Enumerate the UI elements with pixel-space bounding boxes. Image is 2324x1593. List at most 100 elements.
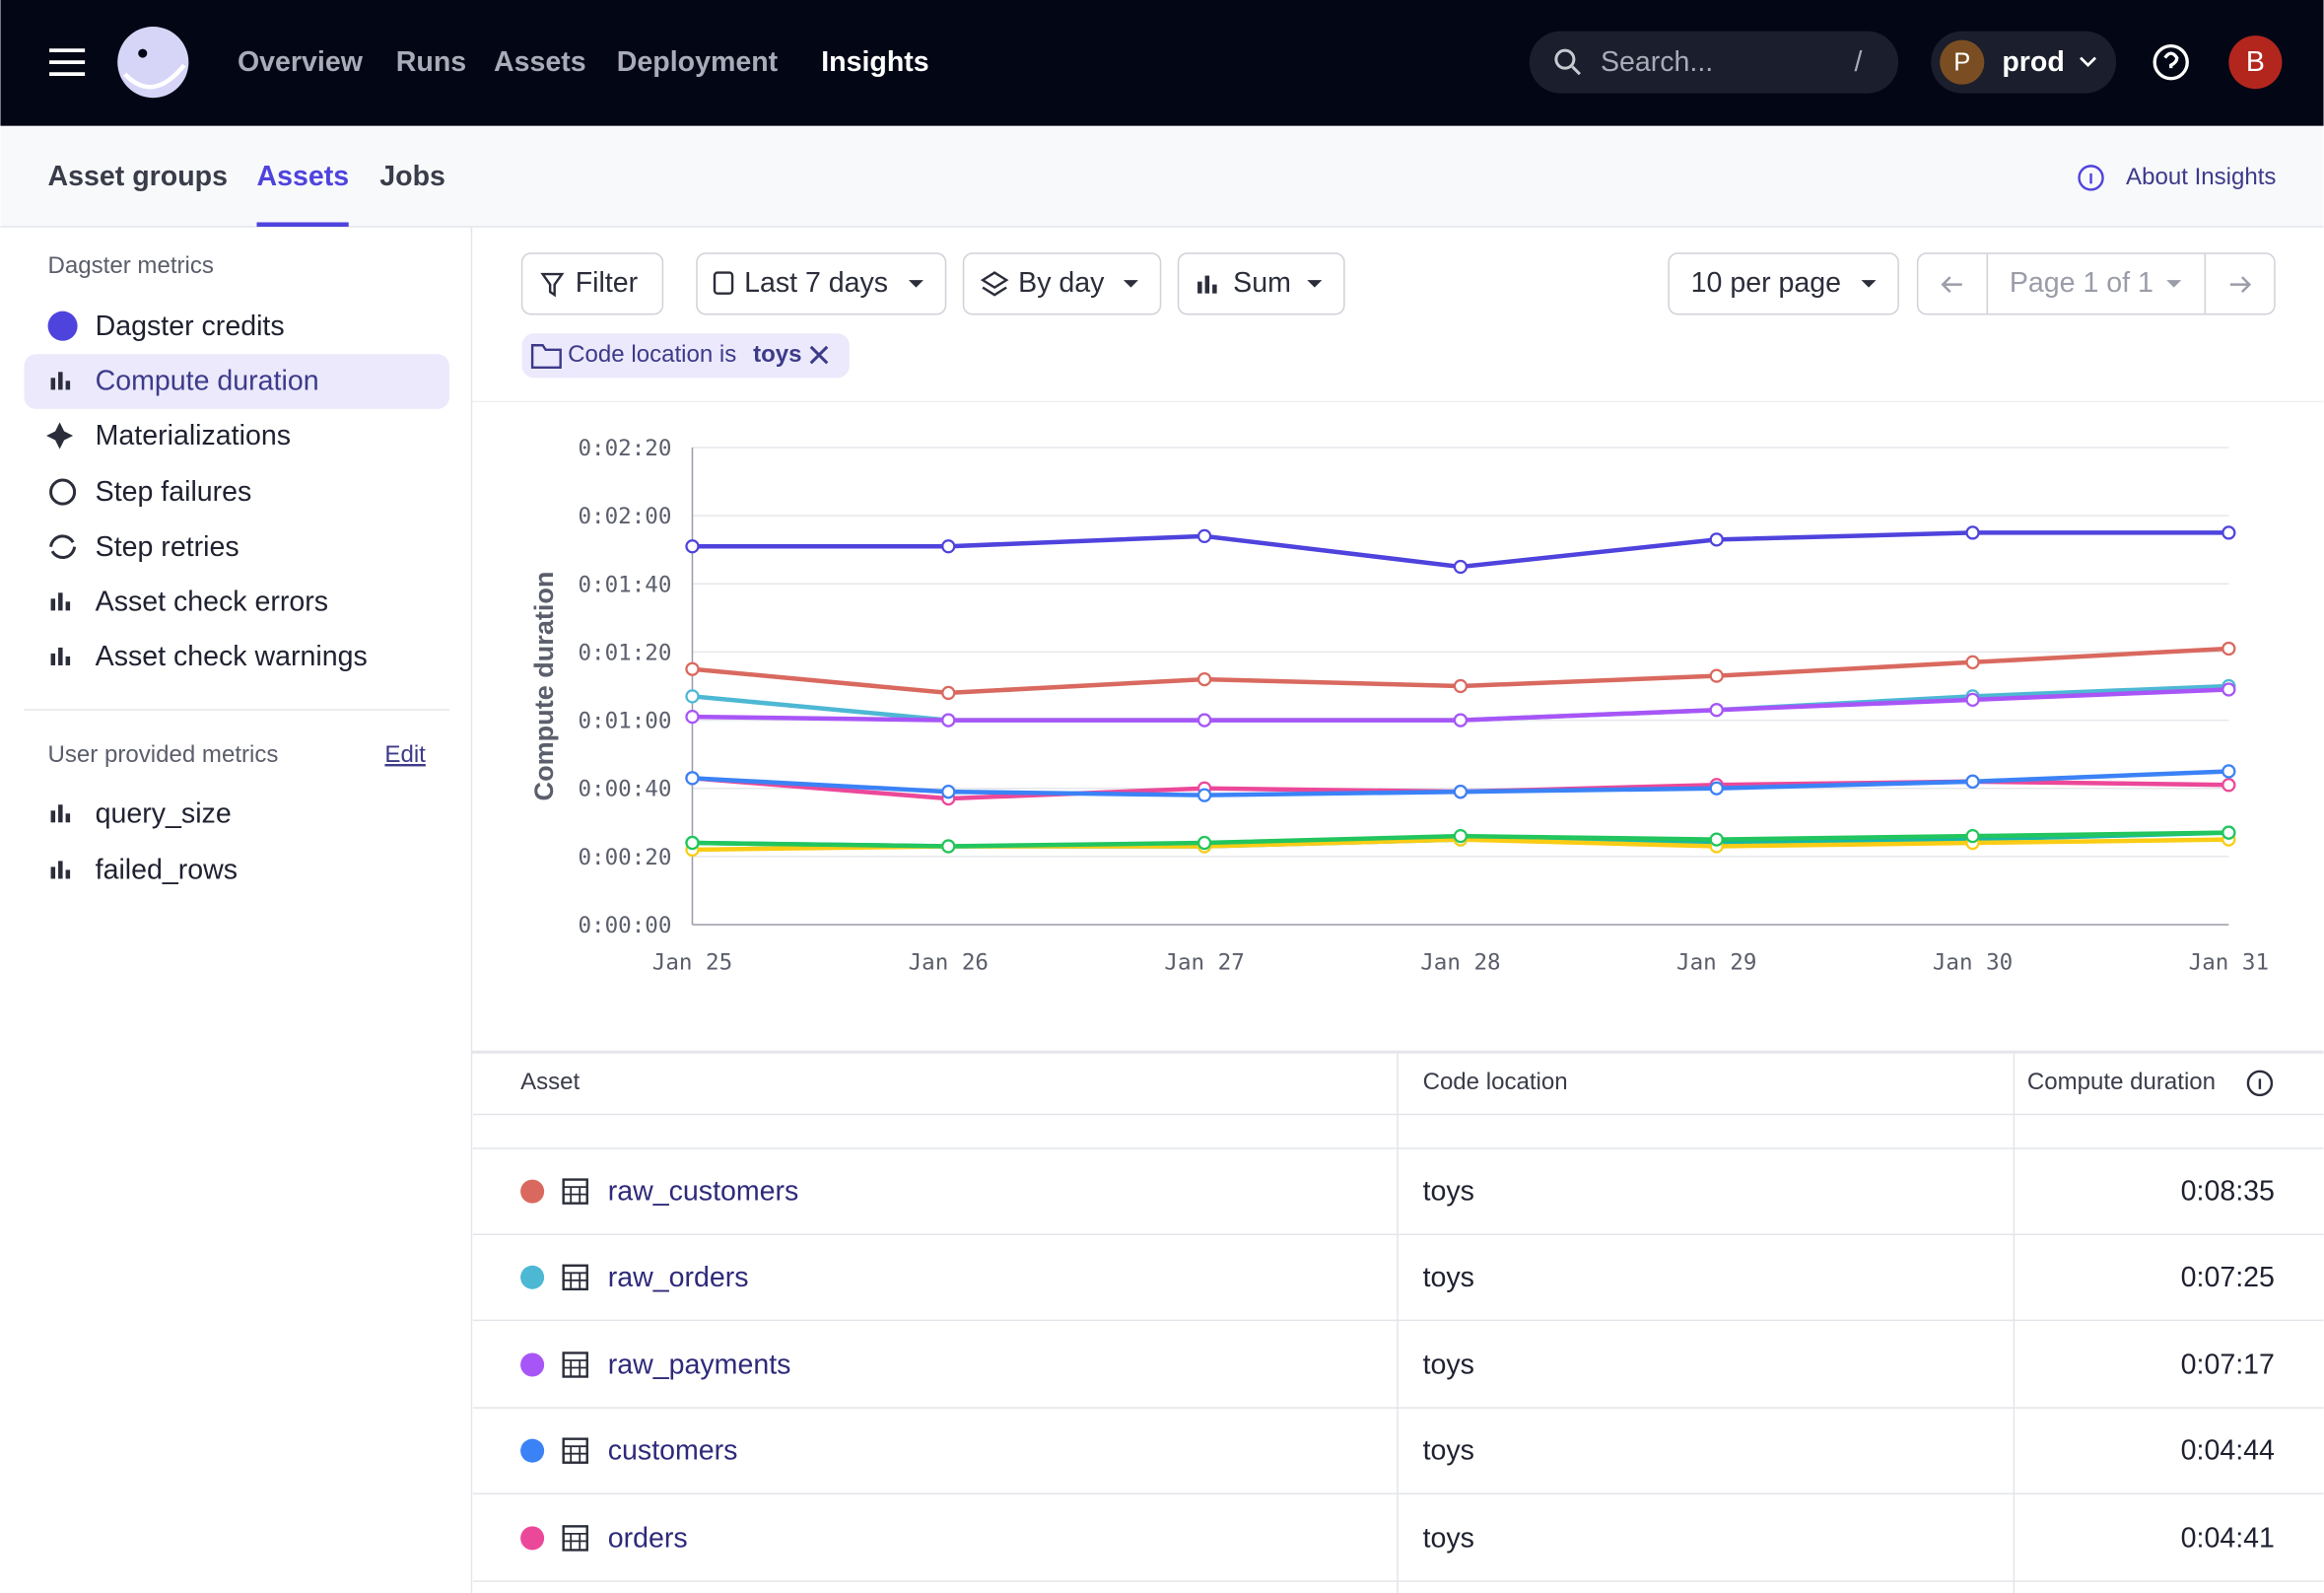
bar-icon [1197, 281, 1202, 294]
color-dot [520, 1352, 545, 1377]
sidebar-item[interactable]: query_size [96, 797, 232, 829]
menu-icon[interactable] [49, 48, 86, 77]
asset-link[interactable]: raw_orders [608, 1262, 749, 1293]
point[interactable] [1453, 828, 1469, 844]
toolbar-button[interactable] [1177, 252, 1345, 315]
sidebar-item[interactable]: Materializations [96, 420, 291, 451]
logo[interactable] [117, 27, 189, 99]
nav-link[interactable]: Deployment [617, 46, 779, 78]
bar-icon [58, 861, 63, 879]
bar-icon [65, 656, 71, 665]
point[interactable] [685, 661, 700, 676]
point[interactable] [941, 539, 956, 554]
nav-link[interactable]: Assets [494, 46, 586, 78]
search-box[interactable] [1529, 31, 1899, 94]
point[interactable] [1965, 692, 1980, 707]
y-tick-label: 0:01:00 [578, 709, 671, 734]
point[interactable] [1196, 713, 1212, 727]
point[interactable] [2221, 641, 2236, 657]
point[interactable] [1965, 828, 1980, 844]
edit-link[interactable]: Edit [384, 741, 426, 768]
point[interactable] [1453, 678, 1469, 694]
next-arrow[interactable] [2229, 276, 2252, 293]
point[interactable] [1709, 668, 1724, 683]
user-avatar[interactable] [2228, 35, 2283, 90]
point[interactable] [1965, 525, 1980, 540]
bar-icon [58, 592, 63, 611]
color-dot [520, 1438, 545, 1463]
point[interactable] [2221, 525, 2236, 540]
point[interactable] [1453, 713, 1469, 727]
button-label: Filter [576, 267, 639, 299]
point[interactable] [2221, 825, 2236, 840]
point[interactable] [1965, 774, 1980, 789]
point[interactable] [941, 685, 956, 701]
sidebar-item[interactable]: Step failures [96, 476, 252, 508]
y-tick-label: 0:01:20 [578, 640, 671, 665]
help-icon[interactable] [2153, 43, 2189, 81]
button-label: By day [1018, 267, 1105, 299]
code-location: toys [1423, 1522, 1474, 1554]
point[interactable] [685, 689, 700, 704]
toolbar-button[interactable] [520, 252, 664, 315]
sidebar-item[interactable]: Asset check errors [96, 586, 328, 617]
point[interactable] [1965, 655, 1980, 669]
deployment-name[interactable]: prod [2002, 46, 2064, 78]
point[interactable] [1196, 671, 1212, 687]
point[interactable] [1453, 559, 1469, 575]
point[interactable] [1196, 528, 1212, 544]
bar-icon [50, 378, 56, 390]
sidebar-item[interactable]: Compute duration [96, 365, 319, 396]
point[interactable] [2221, 682, 2236, 697]
point[interactable] [1709, 832, 1724, 847]
about-link[interactable]: About Insights [2126, 164, 2276, 190]
bar-icon [50, 653, 56, 665]
point[interactable] [685, 539, 700, 554]
sidebar-item[interactable]: Asset check warnings [96, 641, 368, 672]
close-icon[interactable] [809, 345, 829, 365]
table-icon [563, 1272, 587, 1289]
column-header: Compute duration [2027, 1069, 2216, 1095]
tab[interactable]: Assets [257, 161, 350, 192]
duration: 0:08:35 [2181, 1176, 2275, 1208]
y-tick-label: 0:02:20 [578, 436, 671, 461]
nav-link[interactable]: Overview [238, 46, 364, 78]
point[interactable] [1709, 703, 1724, 718]
toolbar-button[interactable] [962, 252, 1162, 315]
asset-link[interactable]: raw_customers [608, 1176, 799, 1208]
table-icon [562, 1351, 588, 1378]
sidebar-item[interactable]: failed_rows [96, 854, 238, 885]
point[interactable] [685, 835, 700, 851]
point[interactable] [1709, 781, 1724, 796]
point[interactable] [2221, 764, 2236, 779]
sidebar-item[interactable]: Dagster credits [96, 311, 285, 342]
point[interactable] [1196, 835, 1212, 851]
pager[interactable] [1916, 252, 2276, 315]
nav-link[interactable]: Insights [821, 46, 928, 78]
point[interactable] [941, 839, 956, 854]
point[interactable] [685, 709, 700, 725]
point[interactable] [941, 713, 956, 727]
toolbar-button[interactable] [696, 252, 947, 315]
x-tick-label: Jan 27 [1164, 950, 1244, 976]
asset-link[interactable]: raw_payments [608, 1350, 791, 1381]
prev-arrow[interactable] [1941, 276, 1962, 293]
asset-link[interactable]: orders [608, 1522, 688, 1554]
point[interactable] [1453, 785, 1469, 799]
nav-link[interactable]: Runs [396, 46, 466, 78]
point[interactable] [685, 771, 700, 786]
tab[interactable]: Asset groups [48, 161, 228, 192]
color-dot [520, 1265, 545, 1289]
point[interactable] [2221, 778, 2236, 793]
point[interactable] [1196, 788, 1212, 802]
asset-link[interactable]: customers [608, 1435, 738, 1467]
toolbar-button[interactable] [1668, 252, 1899, 315]
filter-chip[interactable] [521, 333, 850, 379]
point[interactable] [1709, 532, 1724, 547]
bar-icon [65, 381, 71, 390]
point[interactable] [941, 785, 956, 799]
tab[interactable]: Jobs [379, 161, 445, 192]
sidebar-item[interactable]: Step retries [96, 531, 239, 563]
